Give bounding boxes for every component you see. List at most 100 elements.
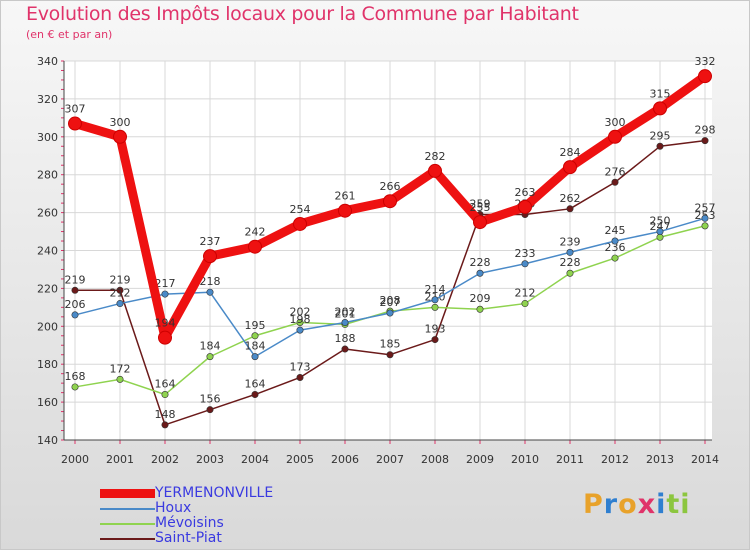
data-label: 173	[290, 360, 311, 373]
data-label: 201	[335, 307, 356, 320]
x-tick-label: 2000	[61, 453, 89, 466]
data-label: 208	[380, 294, 401, 307]
data-point	[338, 203, 352, 218]
x-tick-label: 2011	[556, 453, 584, 466]
data-point	[158, 330, 172, 345]
data-point	[656, 142, 664, 150]
data-point	[431, 336, 439, 344]
data-label: 217	[155, 277, 176, 290]
logo-letter: t	[666, 489, 681, 520]
data-label: 193	[425, 323, 446, 336]
data-label: 276	[605, 165, 626, 178]
data-point	[698, 69, 712, 84]
data-label: 255	[470, 201, 491, 214]
x-tick-label: 2014	[691, 453, 719, 466]
x-tick-label: 2008	[421, 453, 449, 466]
data-point	[161, 421, 169, 429]
data-point	[431, 303, 439, 311]
x-tick-label: 2003	[196, 453, 224, 466]
data-label: 209	[470, 292, 491, 305]
data-label: 307	[65, 103, 86, 116]
data-label: 228	[560, 256, 581, 269]
data-label: 156	[200, 393, 221, 406]
data-point	[383, 194, 397, 209]
data-label: 184	[245, 340, 266, 353]
x-tick-label: 2001	[106, 453, 134, 466]
proxiti-logo: Proxiti	[583, 489, 691, 520]
data-label: 202	[290, 306, 311, 319]
data-point	[293, 216, 307, 231]
data-point	[653, 101, 667, 116]
data-label: 228	[470, 256, 491, 269]
x-tick-label: 2007	[376, 453, 404, 466]
data-point	[203, 249, 217, 264]
x-tick-label: 2004	[241, 453, 269, 466]
data-point	[386, 309, 394, 317]
y-tick-label: 140	[37, 434, 58, 447]
data-label: 188	[335, 332, 356, 345]
logo-letter: o	[618, 489, 638, 520]
logo-letter: i	[680, 489, 691, 520]
x-tick-label: 2006	[331, 453, 359, 466]
data-point	[566, 205, 574, 213]
data-label: 266	[380, 180, 401, 193]
data-point	[431, 296, 439, 304]
data-point	[161, 290, 169, 298]
x-tick-label: 2002	[151, 453, 179, 466]
data-label: 250	[650, 215, 671, 228]
data-point	[113, 129, 127, 144]
y-tick-label: 220	[37, 282, 58, 295]
data-point	[251, 332, 259, 340]
data-label: 206	[65, 298, 86, 311]
data-point	[206, 353, 214, 361]
data-point	[161, 391, 169, 399]
data-label: 245	[605, 224, 626, 237]
data-label: 295	[650, 129, 671, 142]
data-point	[656, 228, 664, 236]
data-point	[206, 288, 214, 296]
data-point	[296, 326, 304, 334]
data-label: 218	[200, 275, 221, 288]
data-label: 242	[245, 226, 266, 239]
data-point	[251, 353, 259, 361]
data-label: 219	[110, 273, 131, 286]
data-point	[116, 300, 124, 308]
chart-title: Evolution des Impôts locaux pour la Comm…	[26, 3, 579, 25]
y-tick-label: 300	[37, 131, 58, 144]
data-label: 168	[65, 370, 86, 383]
legend-item: Saint-Piat	[100, 531, 273, 546]
data-label: 257	[695, 201, 716, 214]
data-point	[476, 269, 484, 277]
y-tick-label: 200	[37, 320, 58, 333]
y-tick-label: 240	[37, 245, 58, 258]
legend-item: YERMENONVILLE	[100, 486, 273, 501]
data-point	[521, 260, 529, 268]
data-label: 315	[650, 87, 671, 100]
data-label: 185	[380, 338, 401, 351]
y-tick-label: 180	[37, 358, 58, 371]
y-tick-label: 260	[37, 207, 58, 220]
x-tick-label: 2009	[466, 453, 494, 466]
data-label: 194	[155, 317, 176, 330]
logo-letter: i	[656, 489, 667, 520]
data-point	[116, 375, 124, 383]
data-label: 259	[470, 197, 491, 210]
y-tick-label: 160	[37, 396, 58, 409]
data-label: 237	[200, 235, 221, 248]
data-label: 214	[425, 283, 446, 296]
data-point	[518, 199, 532, 214]
logo-letter: r	[603, 489, 619, 520]
data-point	[701, 222, 709, 230]
data-label: 261	[335, 190, 356, 203]
data-label: 202	[335, 306, 356, 319]
data-label: 184	[200, 340, 221, 353]
x-tick-label: 2010	[511, 453, 539, 466]
x-tick-label: 2013	[646, 453, 674, 466]
data-point	[206, 406, 214, 414]
data-label: 300	[605, 116, 626, 129]
x-tick-label: 2005	[286, 453, 314, 466]
data-point	[296, 319, 304, 327]
data-label: 282	[425, 150, 446, 163]
data-label: 198	[290, 313, 311, 326]
